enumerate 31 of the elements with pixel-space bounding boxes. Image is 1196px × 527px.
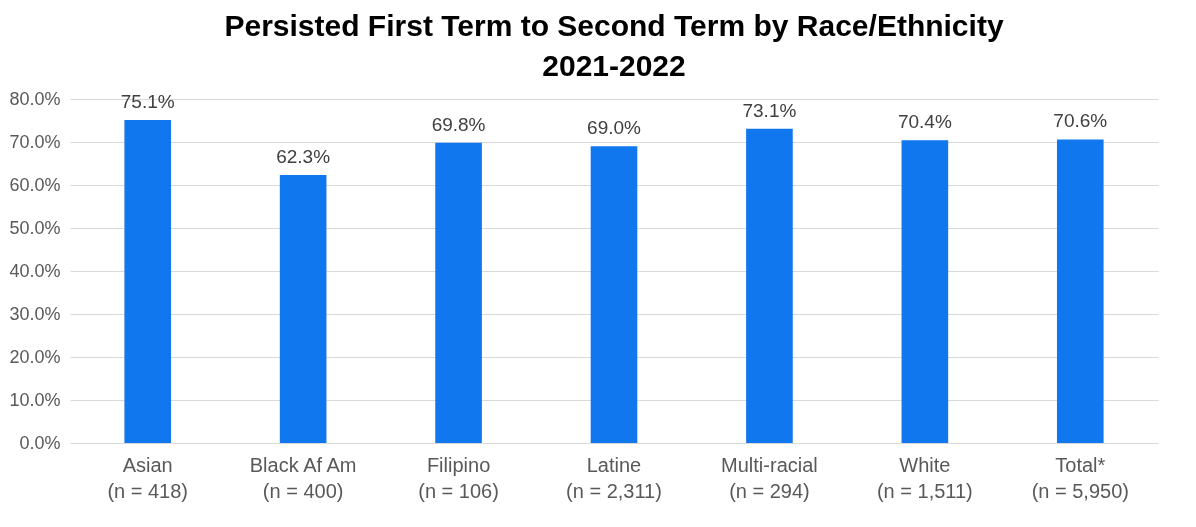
y-tick-label: 30.0% [9,303,61,324]
x-tick-label: Latine (n = 2,311) [566,453,662,502]
data-label: 62.3% [276,146,331,168]
bar [124,120,172,443]
x-tick-label: Total* (n = 5,950) [1031,453,1129,502]
data-label: 73.1% [742,99,797,121]
data-label: 69.0% [587,117,642,139]
data-label: 75.1% [120,91,175,113]
x-tick-label: Filipino (n = 106) [418,453,499,502]
chart-title: Persisted First Term to Second Term by Race/Ethnicity 2021-2022 [224,9,1004,82]
bar [901,140,949,443]
bar [746,128,793,443]
data-label: 70.4% [897,111,952,133]
y-tick-label: 20.0% [9,346,61,367]
y-tick-label: 0.0% [19,432,61,453]
y-tick-label: 10.0% [9,389,61,410]
x-tick-label: White (n = 1,511) [876,453,973,502]
y-tick-label: 80.0% [9,88,61,109]
bar [1056,139,1104,443]
bar [435,142,482,443]
data-label: 69.8% [431,113,486,135]
y-tick-label: 70.0% [9,131,61,152]
y-tick-label: 50.0% [9,217,61,238]
x-tick-label: Asian (n = 418) [107,453,189,502]
x-tick-label: Multi-racial (n = 294) [721,453,818,502]
y-tick-label: 40.0% [9,260,61,281]
bar [590,146,638,443]
bar [279,175,327,443]
x-tick-label: Black Af Am (n = 400) [249,453,357,502]
data-label: 70.6% [1053,110,1108,132]
y-tick-label: 60.0% [9,174,61,195]
